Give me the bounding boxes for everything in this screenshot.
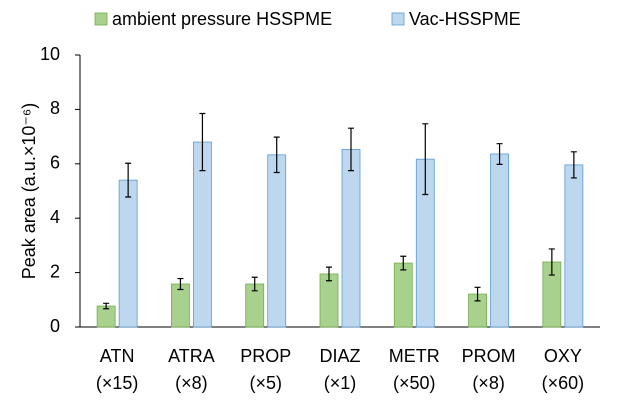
error-bar — [570, 151, 577, 179]
error-bar — [548, 248, 555, 276]
y-tick-label: 6 — [50, 153, 60, 173]
x-tick-label: (×5) — [249, 373, 282, 393]
legend-swatch — [94, 12, 108, 26]
x-tick-label: OXY — [544, 346, 582, 366]
x-tick-label: ATN — [100, 346, 135, 366]
x-tick-label: PROP — [240, 346, 291, 366]
error-bar — [125, 162, 132, 198]
bar — [319, 273, 339, 328]
error-bar — [422, 123, 429, 196]
legend-swatch — [391, 12, 405, 26]
y-tick-label: 0 — [50, 316, 60, 336]
error-bar — [474, 286, 481, 302]
error-bar — [273, 136, 280, 174]
bar — [341, 148, 361, 328]
bar — [118, 179, 138, 328]
x-tick-label: DIAZ — [319, 346, 360, 366]
bar — [393, 262, 413, 328]
y-axis-label: Peak area (a.u.×10⁻⁶) — [19, 103, 39, 280]
y-tick-label: 2 — [50, 261, 60, 281]
error-bar — [199, 112, 206, 172]
bar — [267, 154, 287, 328]
x-tick-label: METR — [389, 346, 440, 366]
error-bar — [177, 277, 184, 291]
x-tick-label: (×60) — [542, 373, 585, 393]
legend-label: Vac-HSSPME — [409, 9, 521, 29]
error-bar — [251, 276, 258, 292]
x-tick-label: (×8) — [472, 373, 505, 393]
x-tick-label: PROM — [462, 346, 516, 366]
error-bar — [496, 143, 503, 165]
y-tick-label: 10 — [40, 44, 60, 64]
error-bar — [400, 255, 407, 271]
x-tick-label: (×50) — [393, 373, 436, 393]
x-tick-label: (×8) — [175, 373, 208, 393]
error-bar — [326, 266, 332, 282]
legend-label: ambient pressure HSSPME — [112, 9, 332, 29]
y-tick-label: 8 — [50, 98, 60, 118]
bar — [490, 153, 509, 328]
bar — [171, 283, 190, 328]
error-bar — [103, 302, 110, 310]
bar — [564, 164, 584, 328]
x-tick-label: ATRA — [168, 346, 215, 366]
x-tick-label: (×15) — [96, 373, 139, 393]
x-tick-label: (×1) — [324, 373, 357, 393]
y-tick-label: 4 — [50, 207, 60, 227]
error-bar — [348, 127, 354, 172]
